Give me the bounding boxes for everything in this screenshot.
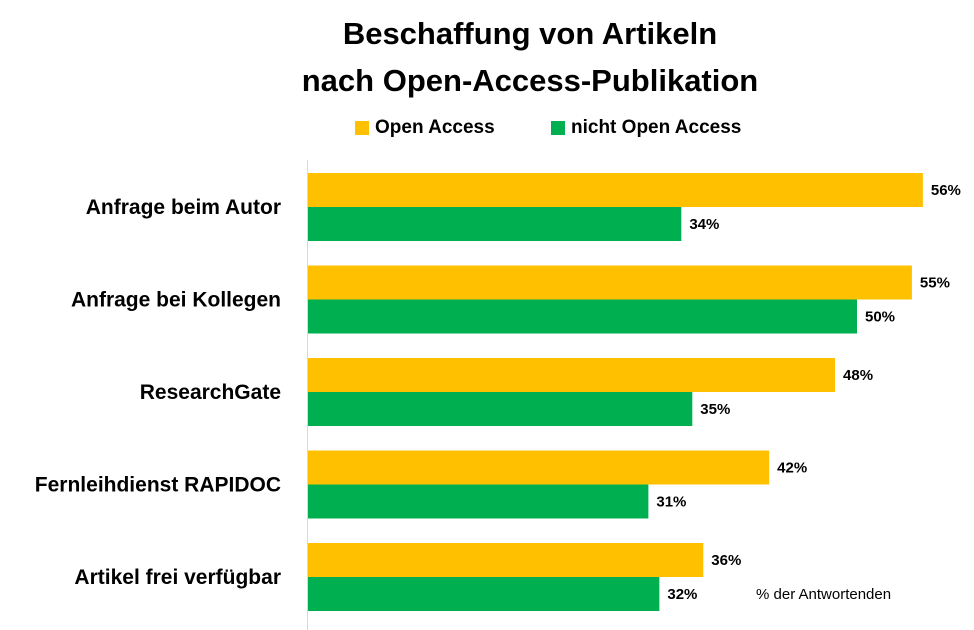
category-label-researchgate: ResearchGate xyxy=(140,381,281,404)
value-label-nicht-open-access-artikel-frei-verf-gbar: 32% xyxy=(667,586,697,603)
legend-item-nicht-open-access: nicht Open Access xyxy=(551,117,741,139)
bar-open-access-anfrage-bei-kollegen xyxy=(308,265,912,300)
legend-swatch-open-access xyxy=(355,121,369,135)
value-label-open-access-researchgate: 48% xyxy=(843,367,873,384)
value-label-nicht-open-access-researchgate: 35% xyxy=(700,401,730,418)
category-label-fernleihdienst-rapidoc: Fernleihdienst RAPIDOC xyxy=(35,474,281,497)
value-label-nicht-open-access-anfrage-beim-autor: 34% xyxy=(689,216,719,233)
bar-open-access-fernleihdienst-rapidoc xyxy=(308,450,770,485)
value-label-open-access-artikel-frei-verf-gbar: 36% xyxy=(711,552,741,569)
category-label-artikel-frei-verf-gbar: Artikel frei verfügbar xyxy=(74,566,281,589)
value-label-nicht-open-access-fernleihdienst-rapidoc: 31% xyxy=(656,494,686,511)
bar-nicht-open-access-anfrage-beim-autor xyxy=(308,207,682,241)
bar-nicht-open-access-researchgate xyxy=(308,392,693,426)
chart-title-line-1: Beschaffung von Artikeln xyxy=(342,16,718,51)
bar-nicht-open-access-artikel-frei-verf-gbar xyxy=(308,577,660,611)
bar-open-access-anfrage-beim-autor xyxy=(308,173,923,207)
value-label-open-access-anfrage-beim-autor: 56% xyxy=(931,182,961,199)
bar-open-access-researchgate xyxy=(308,358,836,392)
legend-swatch-nicht-open-access xyxy=(551,121,565,135)
legend-item-open-access: Open Access xyxy=(355,117,495,139)
bar-open-access-artikel-frei-verf-gbar xyxy=(308,543,704,577)
bar-nicht-open-access-fernleihdienst-rapidoc xyxy=(308,484,649,519)
legend-label-nicht-open-access: nicht Open Access xyxy=(571,117,742,138)
unit-note: % der Antwortenden xyxy=(756,586,892,603)
value-label-open-access-fernleihdienst-rapidoc: 42% xyxy=(777,460,807,477)
value-label-open-access-anfrage-bei-kollegen: 55% xyxy=(920,275,950,292)
category-label-anfrage-bei-kollegen: Anfrage bei Kollegen xyxy=(71,289,281,312)
chart-title-line-2: nach Open-Access-Publikation xyxy=(301,63,759,98)
category-label-anfrage-beim-autor: Anfrage beim Autor xyxy=(86,196,281,219)
value-label-nicht-open-access-anfrage-bei-kollegen: 50% xyxy=(865,309,895,326)
legend-label-open-access: Open Access xyxy=(375,117,495,138)
bar-nicht-open-access-anfrage-bei-kollegen xyxy=(308,299,857,334)
